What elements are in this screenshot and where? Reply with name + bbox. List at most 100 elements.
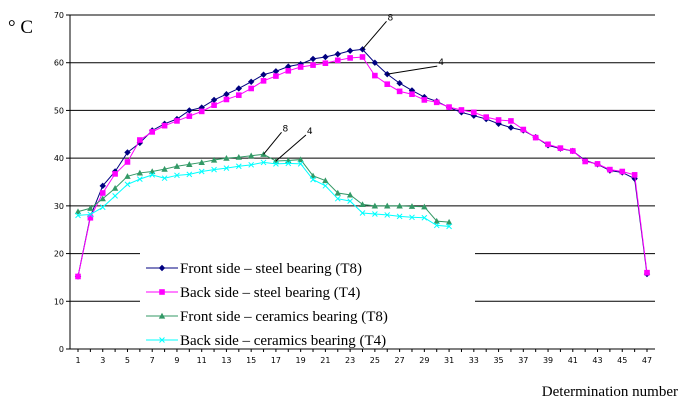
x-tick-label-9: 9 xyxy=(174,356,179,365)
x-tick-label-41: 41 xyxy=(568,356,578,365)
series-2-point-19 xyxy=(297,64,304,70)
series-4-point-11 xyxy=(198,168,205,175)
series-4-point-3 xyxy=(99,204,106,211)
series-4-point-26-b xyxy=(384,212,391,218)
legend-marker-3 xyxy=(158,312,166,319)
x-tick-label-31: 31 xyxy=(444,356,454,365)
series-2-point-24 xyxy=(359,54,366,60)
series-4-point-14-b xyxy=(235,163,242,170)
x-tick-label-25: 25 xyxy=(370,356,380,365)
y-tick-label-20: 20 xyxy=(54,250,64,259)
x-tick-label-39: 39 xyxy=(543,356,553,365)
series-4-point-9 xyxy=(174,172,180,179)
series-3-point-27 xyxy=(396,202,403,209)
series-4-point-16 xyxy=(260,159,267,166)
series-4-point-3-b xyxy=(99,204,106,211)
legend-marker-1 xyxy=(158,264,166,272)
y-tick-label-30: 30 xyxy=(54,202,64,211)
series-4-point-19-b xyxy=(297,161,304,167)
annotation-leader-2 xyxy=(387,65,438,75)
x-tick-labels: 1 3 5 7 9 11 13 15 17 19 21 23 25 27 29 31 33 35 37 39 41 43 4… xyxy=(75,356,652,365)
series-1-line xyxy=(77,48,648,277)
series-2-point-25 xyxy=(372,72,378,79)
series-2-point-20 xyxy=(310,62,316,68)
series-4-point-12-b xyxy=(211,166,217,173)
legend-entry-2: Back side – steel bearing (T4) xyxy=(180,285,360,301)
series-3-point-4 xyxy=(111,185,119,191)
series-2-point-37 xyxy=(520,126,527,133)
series-3-point-28 xyxy=(408,203,416,209)
series-3-line xyxy=(77,153,450,223)
x-tick-label-47: 47 xyxy=(642,356,652,365)
series-1-point-15 xyxy=(247,78,255,85)
x-tick-label-5: 5 xyxy=(125,356,130,365)
series-3-point-22 xyxy=(334,189,341,196)
series-4-point-17-b xyxy=(273,161,279,167)
series-4-point-1 xyxy=(75,212,81,219)
series-4-point-5-b xyxy=(124,181,131,188)
annotation-label-4: 4 xyxy=(307,127,313,137)
series-3-point-5 xyxy=(124,173,131,179)
series-4-point-2 xyxy=(87,211,94,218)
series-2-point-28 xyxy=(409,91,415,98)
legend-entry-3: Front side – ceramics bearing (T8) xyxy=(180,309,388,325)
series-4-point-25 xyxy=(372,211,378,217)
y-tick-label-0: 0 xyxy=(59,345,64,354)
series-1-point-16 xyxy=(260,71,267,78)
series-1-point-35 xyxy=(495,120,502,127)
x-tick-label-35: 35 xyxy=(493,356,503,365)
y-tick-label-50: 50 xyxy=(54,106,64,115)
series-4 xyxy=(75,159,452,230)
legend-marker-2 xyxy=(159,289,165,295)
series-2-point-26 xyxy=(384,81,391,87)
x-tick-label-11: 11 xyxy=(197,356,207,365)
series-4-point-7 xyxy=(149,171,156,178)
series-4-point-28-b xyxy=(409,214,415,221)
series-4-point-24 xyxy=(359,210,366,216)
series-4-point-8 xyxy=(161,175,168,182)
series-4-point-29-b xyxy=(421,214,428,221)
series-4-point-27 xyxy=(396,213,403,220)
series-2-point-38 xyxy=(532,134,539,141)
x-axis-label: Determination number xyxy=(542,384,678,400)
series-2-point-12 xyxy=(211,102,217,108)
series-4-point-20 xyxy=(310,176,316,183)
series-2-point-17 xyxy=(273,73,279,79)
series-4-point-4-b xyxy=(112,192,118,199)
x-tick-label-21: 21 xyxy=(320,356,330,365)
series-2-point-8 xyxy=(161,122,168,129)
series-3-point-23 xyxy=(346,191,354,198)
series-2-point-7 xyxy=(149,129,156,135)
x-tick-label-23: 23 xyxy=(345,356,355,365)
series-4-point-8-b xyxy=(161,175,168,182)
series-4-point-9-b xyxy=(174,172,180,179)
annotation-label-1: 8 xyxy=(388,13,394,23)
series-4-point-17 xyxy=(273,161,279,167)
series-4-point-18 xyxy=(285,160,292,167)
series-4-point-30 xyxy=(433,222,440,229)
annotation-leader-3 xyxy=(263,132,282,155)
series-3-point-19 xyxy=(297,156,304,163)
series-2-point-33 xyxy=(471,109,477,116)
series-3-point-6 xyxy=(136,169,144,176)
series-2-point-46 xyxy=(631,172,638,178)
series-2-point-1 xyxy=(75,273,81,280)
series-2-point-40 xyxy=(557,145,564,151)
x-tick-label-15: 15 xyxy=(246,356,256,365)
series-1-point-12 xyxy=(210,96,218,104)
legend-marker-4-b xyxy=(159,337,165,343)
series-4-point-15 xyxy=(248,161,255,168)
series-2-point-30 xyxy=(433,99,440,106)
series-2-point-23 xyxy=(347,55,353,61)
x-tick-label-3: 3 xyxy=(100,356,105,365)
series-4-point-15-b xyxy=(248,161,255,168)
series-2-point-16 xyxy=(260,78,267,84)
series-4-point-29 xyxy=(421,214,428,221)
x-tick-label-17: 17 xyxy=(271,356,281,365)
x-tick-label-19: 19 xyxy=(296,356,306,365)
series-4-point-18-b xyxy=(285,160,292,167)
series-2-point-21 xyxy=(322,60,329,66)
series-2-point-9 xyxy=(174,118,180,124)
series-3-point-29 xyxy=(421,203,428,210)
